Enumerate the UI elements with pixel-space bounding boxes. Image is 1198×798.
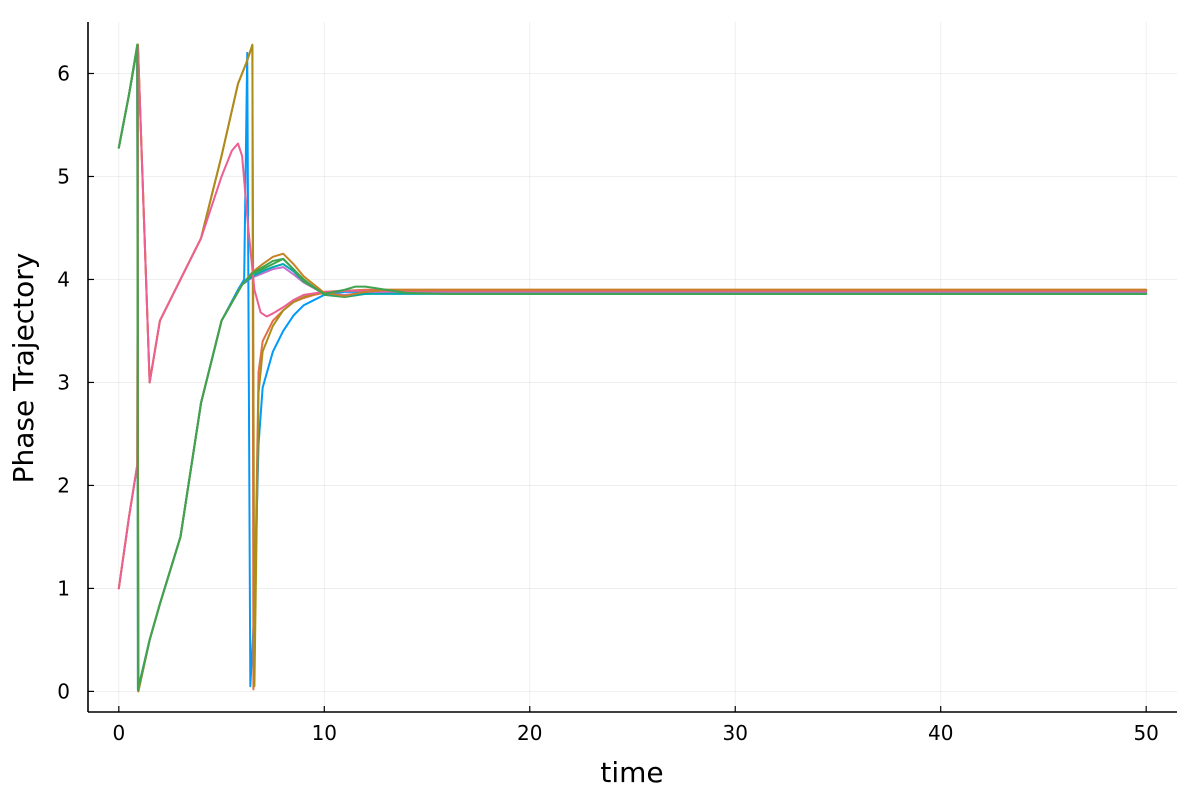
series-line-9 bbox=[117, 43, 1148, 692]
x-ticks: 0 10 20 30 40 50 bbox=[112, 706, 1159, 745]
x-tick-label: 10 bbox=[312, 721, 337, 745]
y-tick-label: 1 bbox=[57, 576, 70, 600]
series-lines bbox=[117, 43, 1148, 693]
y-axis-label: Phase Trajectory bbox=[7, 253, 40, 484]
series-line-7 bbox=[117, 45, 1148, 590]
y-ticks: 0 1 2 3 4 5 6 bbox=[57, 61, 94, 703]
x-tick-label: 50 bbox=[1133, 721, 1158, 745]
series-line-2 bbox=[117, 43, 1148, 691]
x-axis-label: time bbox=[600, 756, 663, 789]
x-tick-label: 40 bbox=[928, 721, 953, 745]
y-tick-label: 3 bbox=[57, 370, 70, 394]
axes bbox=[87, 22, 1177, 713]
x-tick-label: 20 bbox=[517, 721, 542, 745]
y-tick-label: 2 bbox=[57, 473, 70, 497]
y-tick-label: 6 bbox=[57, 61, 70, 85]
series-line-4 bbox=[117, 46, 1148, 691]
grid bbox=[88, 22, 1177, 712]
series-line-8 bbox=[117, 44, 1148, 693]
x-tick-label: 30 bbox=[723, 721, 748, 745]
x-tick-label: 0 bbox=[112, 721, 125, 745]
series-line-1 bbox=[117, 46, 1148, 691]
series-line-5 bbox=[117, 43, 1148, 688]
y-tick-label: 0 bbox=[57, 679, 70, 703]
y-tick-label: 4 bbox=[57, 267, 70, 291]
series-line-6 bbox=[117, 45, 1148, 692]
y-tick-label: 5 bbox=[57, 164, 70, 188]
series-line-3 bbox=[117, 43, 1148, 693]
